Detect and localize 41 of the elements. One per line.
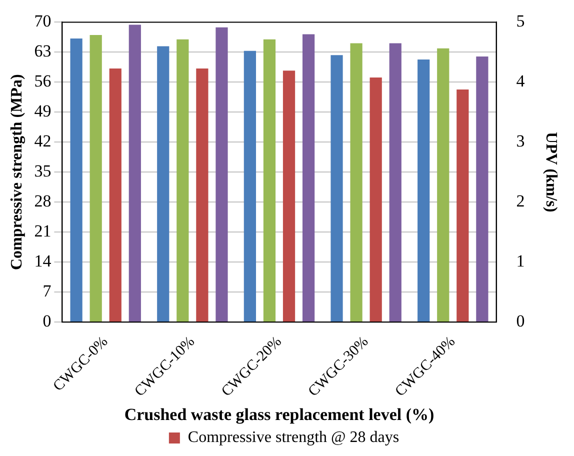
- y-tick-label: 56: [34, 72, 52, 91]
- y-tick-label: 7: [42, 282, 52, 301]
- y-axis-title: Compressive strength (MPa): [8, 74, 26, 270]
- y2-axis-title: UPV (km/s): [542, 132, 560, 212]
- y2-tick-label: 5: [516, 12, 525, 31]
- y-tick-label: 0: [42, 312, 52, 331]
- bar: [244, 50, 256, 322]
- y2-tick-label: 0: [516, 312, 525, 331]
- y-tick-label: 70: [34, 12, 52, 31]
- bar: [456, 89, 469, 322]
- bar: [70, 38, 82, 322]
- bar: [330, 55, 343, 322]
- bar: [302, 34, 315, 322]
- bar: [176, 39, 189, 322]
- y2-tick-label: 4: [516, 72, 526, 91]
- bar: [437, 48, 450, 322]
- bar: [216, 27, 228, 322]
- bar: [370, 77, 382, 322]
- bar: [282, 70, 296, 322]
- y-tick-label: 14: [34, 252, 52, 271]
- x-axis-title: Crushed waste glass replacement level (%): [124, 405, 434, 424]
- legend-label: Compressive strength @ 28 days: [188, 429, 400, 446]
- y-tick-label: 21: [34, 222, 52, 241]
- bar: [157, 46, 170, 322]
- bar: [350, 43, 362, 322]
- bar: [389, 43, 402, 322]
- y2-tick-label: 3: [516, 132, 525, 151]
- bar: [109, 68, 122, 322]
- bar: [476, 56, 488, 322]
- y-tick-label: 42: [34, 132, 52, 151]
- bar: [90, 35, 102, 322]
- y-tick-label: 28: [34, 192, 52, 211]
- y-tick-label: 49: [34, 102, 52, 121]
- bar: [196, 68, 208, 322]
- y-tick-label: 35: [34, 162, 52, 181]
- y2-tick-label: 2: [516, 192, 525, 211]
- bar: [263, 39, 276, 322]
- bar: [418, 59, 430, 322]
- y2-tick-label: 1: [516, 252, 525, 271]
- bar: [128, 24, 141, 322]
- y-tick-label: 63: [34, 42, 52, 61]
